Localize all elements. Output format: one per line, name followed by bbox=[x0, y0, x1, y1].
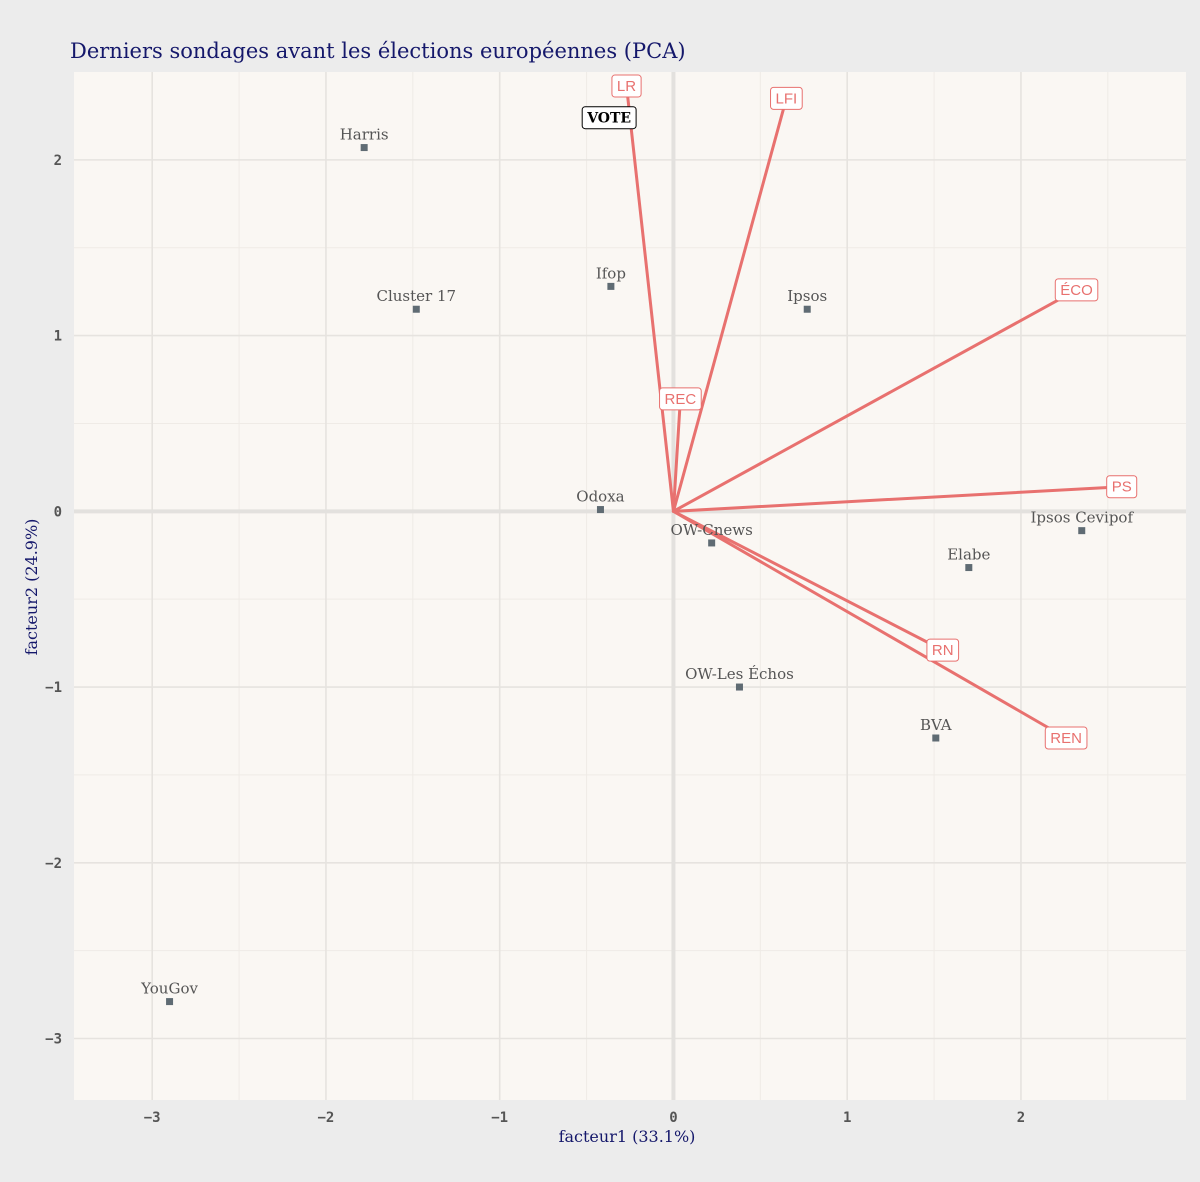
poll-point-label: OW-Les Échos bbox=[685, 665, 794, 683]
y-tick-label: −1 bbox=[45, 680, 62, 696]
vector-label-text: ÉCO bbox=[1060, 282, 1093, 299]
zero-lines bbox=[74, 72, 1186, 1100]
x-axis-title: facteur1 (33.1%) bbox=[559, 1127, 696, 1146]
y-tick-label: 1 bbox=[54, 329, 62, 345]
vote-annotation: VOTE bbox=[581, 106, 637, 130]
vector-label-box bbox=[611, 74, 642, 98]
vector-label-lr: LR bbox=[611, 74, 642, 98]
y-axis-title: facteur2 (24.9%) bbox=[22, 519, 41, 656]
x-tick-label: −1 bbox=[491, 1110, 508, 1126]
poll-point bbox=[360, 144, 368, 152]
vote-label-text: VOTE bbox=[586, 111, 631, 127]
poll-point bbox=[596, 506, 604, 514]
vector-label-text: PS bbox=[1112, 479, 1132, 496]
poll-point-label: OW-Cnews bbox=[671, 521, 753, 539]
poll-point-label: Odoxa bbox=[576, 488, 624, 506]
vector-label-box bbox=[1054, 278, 1099, 302]
y-tick-label: −3 bbox=[45, 1031, 62, 1047]
poll-point-label: Elabe bbox=[947, 546, 990, 564]
chart-title: Derniers sondages avant les élections eu… bbox=[70, 39, 686, 63]
vector-label-ren: REN bbox=[1044, 726, 1088, 750]
vector-label-box bbox=[1106, 475, 1138, 499]
y-tick-label: 0 bbox=[54, 504, 62, 520]
y-axis-ticks: 2 1 0 −1 −2 −3 bbox=[45, 153, 62, 1048]
poll-point-label: Harris bbox=[340, 126, 389, 144]
vector-label-text: REC bbox=[665, 391, 697, 408]
vector-label-rn: RN bbox=[926, 638, 960, 662]
vector-label-box bbox=[1044, 726, 1088, 750]
vector-label-text: REN bbox=[1050, 730, 1082, 747]
poll-point-label: Ifop bbox=[596, 264, 626, 282]
poll-point bbox=[708, 539, 716, 547]
vector-ren-line bbox=[671, 509, 1068, 740]
vector-label-text: LFI bbox=[776, 90, 798, 107]
poll-point bbox=[932, 734, 940, 742]
vote-label-box bbox=[581, 106, 637, 130]
vector-lfi-line bbox=[671, 96, 788, 513]
poll-point bbox=[965, 564, 973, 572]
poll-point bbox=[735, 683, 743, 691]
poll-point-label: Ipsos bbox=[787, 287, 827, 305]
vector-ps-line bbox=[671, 485, 1124, 513]
poll-point bbox=[166, 998, 174, 1006]
vector-label-text: RN bbox=[932, 642, 954, 659]
vector-label-box bbox=[770, 86, 803, 110]
vector-label-rec: REC bbox=[659, 387, 702, 411]
x-tick-label: 0 bbox=[669, 1110, 677, 1126]
poll-point-label: BVA bbox=[920, 716, 952, 734]
vector-rec-line bbox=[671, 397, 682, 513]
y-tick-label: 2 bbox=[54, 153, 62, 169]
poll-point bbox=[607, 282, 615, 290]
vector-éco-line bbox=[671, 288, 1079, 513]
poll-point bbox=[412, 305, 420, 313]
poll-point bbox=[1078, 527, 1086, 535]
x-tick-label: −2 bbox=[318, 1110, 335, 1126]
x-tick-label: 1 bbox=[843, 1110, 851, 1126]
poll-point-label: Ipsos Cevipof bbox=[1030, 509, 1134, 527]
poll-points bbox=[166, 144, 1086, 1006]
plot-panel bbox=[74, 72, 1186, 1100]
poll-point-label: YouGov bbox=[140, 980, 198, 998]
vector-lr-line bbox=[625, 84, 675, 513]
poll-point bbox=[803, 305, 811, 313]
x-axis-ticks: −3 −2 −1 0 1 2 bbox=[144, 1110, 1025, 1126]
poll-point-label: Cluster 17 bbox=[376, 287, 456, 305]
vector-labels: LR LFI ÉCO REC PS RN REN bbox=[611, 74, 1138, 750]
y-tick-label: −2 bbox=[45, 856, 62, 872]
vector-label-text: LR bbox=[617, 78, 636, 95]
poll-labels: Harris Cluster 17 Ifop Ipsos Odoxa OW-Cnews Ip… bbox=[140, 126, 1134, 998]
x-tick-label: −3 bbox=[144, 1110, 161, 1126]
vector-label-box bbox=[926, 638, 960, 662]
loading-vectors bbox=[625, 84, 1124, 740]
minor-grid bbox=[74, 72, 1186, 1100]
vector-label-éco: ÉCO bbox=[1054, 278, 1099, 302]
vector-rn-line bbox=[671, 509, 945, 652]
vector-label-lfi: LFI bbox=[770, 86, 803, 110]
vector-label-box bbox=[659, 387, 702, 411]
x-tick-label: 2 bbox=[1017, 1110, 1025, 1126]
vector-label-ps: PS bbox=[1106, 475, 1138, 499]
